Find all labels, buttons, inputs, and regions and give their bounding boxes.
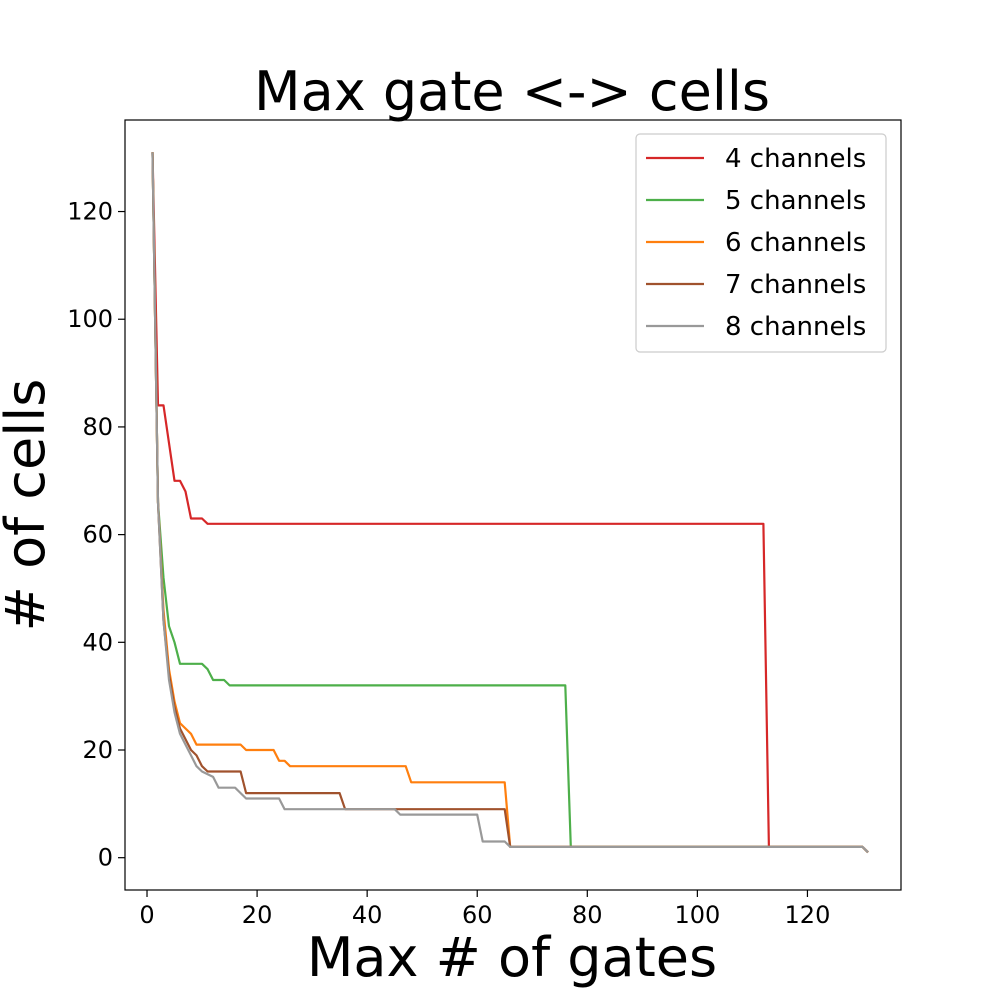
plot-frame — [124, 119, 902, 891]
legend-box — [635, 133, 887, 353]
y-tick-label: 0 — [98, 844, 113, 872]
legend-label: 5 channels — [725, 186, 866, 216]
x-tick-label: 80 — [572, 901, 603, 929]
legend-label: 4 channels — [725, 144, 866, 174]
x-tick-label: 40 — [352, 901, 383, 929]
series-line-4-channels — [151, 152, 869, 854]
x-tick-label: 100 — [674, 901, 720, 929]
y-tick-label: 80 — [82, 413, 113, 441]
x-tick-label: 0 — [139, 901, 154, 929]
x-tick-label: 120 — [785, 901, 831, 929]
y-tick-label: 120 — [67, 198, 113, 226]
y-axis-label: # of cells — [0, 379, 57, 632]
plot-lines — [151, 152, 869, 854]
axes: 0 20 40 60 80 100 120 0 20 40 60 80 100 120 — [67, 119, 902, 929]
x-tick-label: 60 — [462, 901, 493, 929]
x-axis-label: Max # of gates — [307, 926, 717, 989]
legend: 4 channels 5 channels 6 channels 7 channels… — [635, 133, 887, 353]
x-tick-label: 20 — [242, 901, 273, 929]
legend-label: 8 channels — [725, 312, 866, 342]
series-line-8-channels — [151, 152, 869, 854]
series-line-5-channels — [151, 152, 869, 854]
y-tick-label: 20 — [82, 736, 113, 764]
y-tick-label: 60 — [82, 521, 113, 549]
legend-label: 7 channels — [725, 270, 866, 300]
legend-label: 6 channels — [725, 228, 866, 258]
chart-title: Max gate <-> cells — [254, 60, 770, 123]
y-tick-label: 100 — [67, 305, 113, 333]
y-tick-label: 40 — [82, 628, 113, 656]
